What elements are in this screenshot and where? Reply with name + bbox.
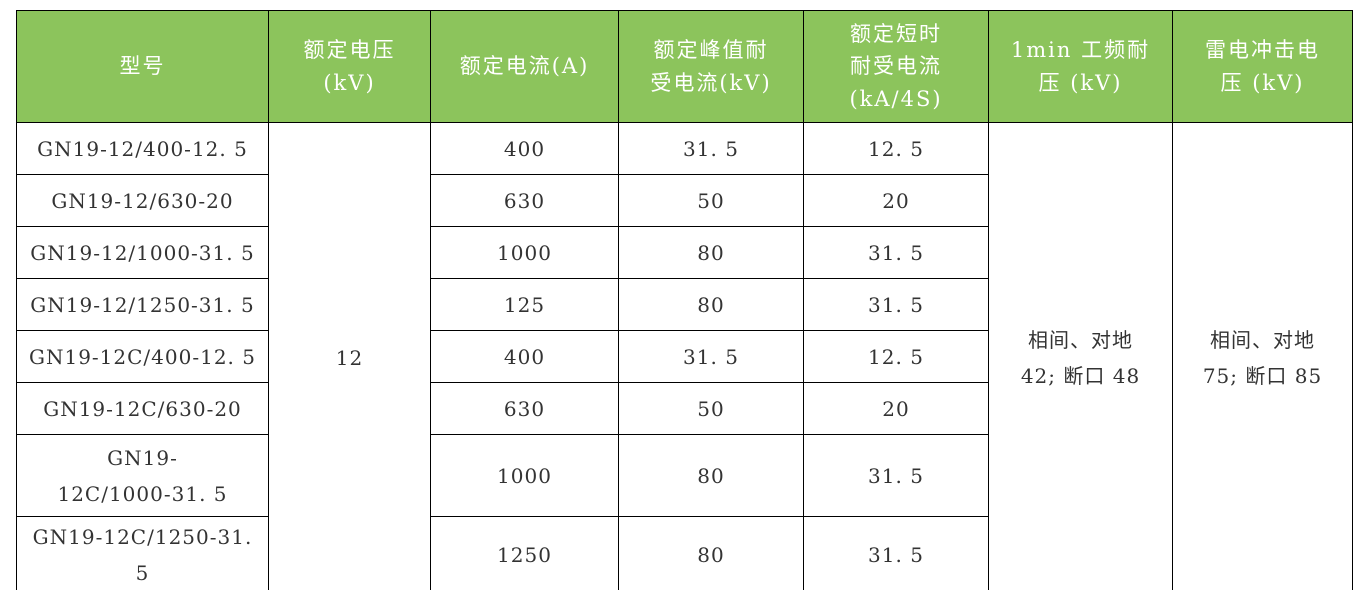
cell-short-time-current: 20	[803, 382, 989, 435]
table-row: GN19-12/400-12. 5 12 400 31. 5 12. 5 相间、…	[16, 122, 1353, 590]
table-row: GN19-12/1250-31. 5 125 80 31. 5	[16, 278, 1353, 331]
col-header-model: 型号	[16, 10, 269, 123]
cell-rated-current: 400	[430, 330, 619, 383]
cell-model: GN19-12/400-12. 5	[16, 122, 269, 175]
cell-rated-current: 1000	[430, 226, 619, 279]
table-row: GN19-12/1000-31. 5 1000 80 31. 5	[16, 226, 1353, 279]
col-header-rated-voltage: 额定电压 (kV)	[268, 10, 431, 123]
cell-short-time-current: 31. 5	[803, 226, 989, 279]
cell-model: GN19- 12C/1000-31. 5	[16, 434, 269, 517]
table-row: GN19-12C/1250-31. 5 1250 80 31. 5	[16, 516, 1353, 590]
col-header-rated-current: 额定电流(A)	[430, 10, 619, 123]
table-row: GN19-12C/630-20 630 50 20	[16, 382, 1353, 435]
col-header-power-frequency-withstand-voltage: 1min 工频耐 压 (kV)	[988, 10, 1173, 123]
table-row: GN19-12C/400-12. 5 400 31. 5 12. 5	[16, 330, 1353, 383]
cell-peak-current: 50	[618, 382, 804, 435]
col-header-lightning-impulse-voltage: 雷电冲击电 压 (kV)	[1172, 10, 1353, 123]
cell-power-frequency-merged: 相间、对地 42; 断口 48	[988, 122, 1173, 590]
table-row: GN19- 12C/1000-31. 5 1000 80 31. 5	[16, 434, 1353, 517]
cell-short-time-current: 20	[803, 174, 989, 227]
cell-rated-current: 630	[430, 174, 619, 227]
cell-model: GN19-12C/1250-31. 5	[16, 516, 269, 590]
cell-peak-current: 31. 5	[618, 330, 804, 383]
cell-short-time-current: 12. 5	[803, 330, 989, 383]
spec-table: 型号 额定电压 (kV) 额定电流(A) 额定峰值耐 受电流(kV) 额定短时 …	[16, 10, 1353, 590]
col-header-peak-withstand-current: 额定峰值耐 受电流(kV)	[618, 10, 804, 123]
cell-peak-current: 80	[618, 226, 804, 279]
cell-model: GN19-12C/630-20	[16, 382, 269, 435]
cell-peak-current: 80	[618, 278, 804, 331]
cell-peak-current: 31. 5	[618, 122, 804, 175]
cell-short-time-current: 12. 5	[803, 122, 989, 175]
cell-peak-current: 80	[618, 434, 804, 517]
cell-rated-current: 400	[430, 122, 619, 175]
cell-model: GN19-12/1000-31. 5	[16, 226, 269, 279]
col-header-short-time-withstand-current: 额定短时 耐受电流 (kA/4S)	[803, 10, 989, 123]
cell-model: GN19-12C/400-12. 5	[16, 330, 269, 383]
cell-lightning-impulse-merged: 相间、对地 75; 断口 85	[1172, 122, 1353, 590]
cell-peak-current: 80	[618, 516, 804, 590]
cell-short-time-current: 31. 5	[803, 516, 989, 590]
cell-model: GN19-12/630-20	[16, 174, 269, 227]
cell-short-time-current: 31. 5	[803, 278, 989, 331]
cell-rated-current: 1000	[430, 434, 619, 517]
cell-rated-current: 630	[430, 382, 619, 435]
cell-model: GN19-12/1250-31. 5	[16, 278, 269, 331]
cell-rated-voltage-merged: 12	[268, 122, 431, 590]
cell-rated-current: 1250	[430, 516, 619, 590]
cell-rated-current: 125	[430, 278, 619, 331]
cell-peak-current: 50	[618, 174, 804, 227]
cell-short-time-current: 31. 5	[803, 434, 989, 517]
header-row: 型号 额定电压 (kV) 额定电流(A) 额定峰值耐 受电流(kV) 额定短时 …	[16, 10, 1353, 123]
